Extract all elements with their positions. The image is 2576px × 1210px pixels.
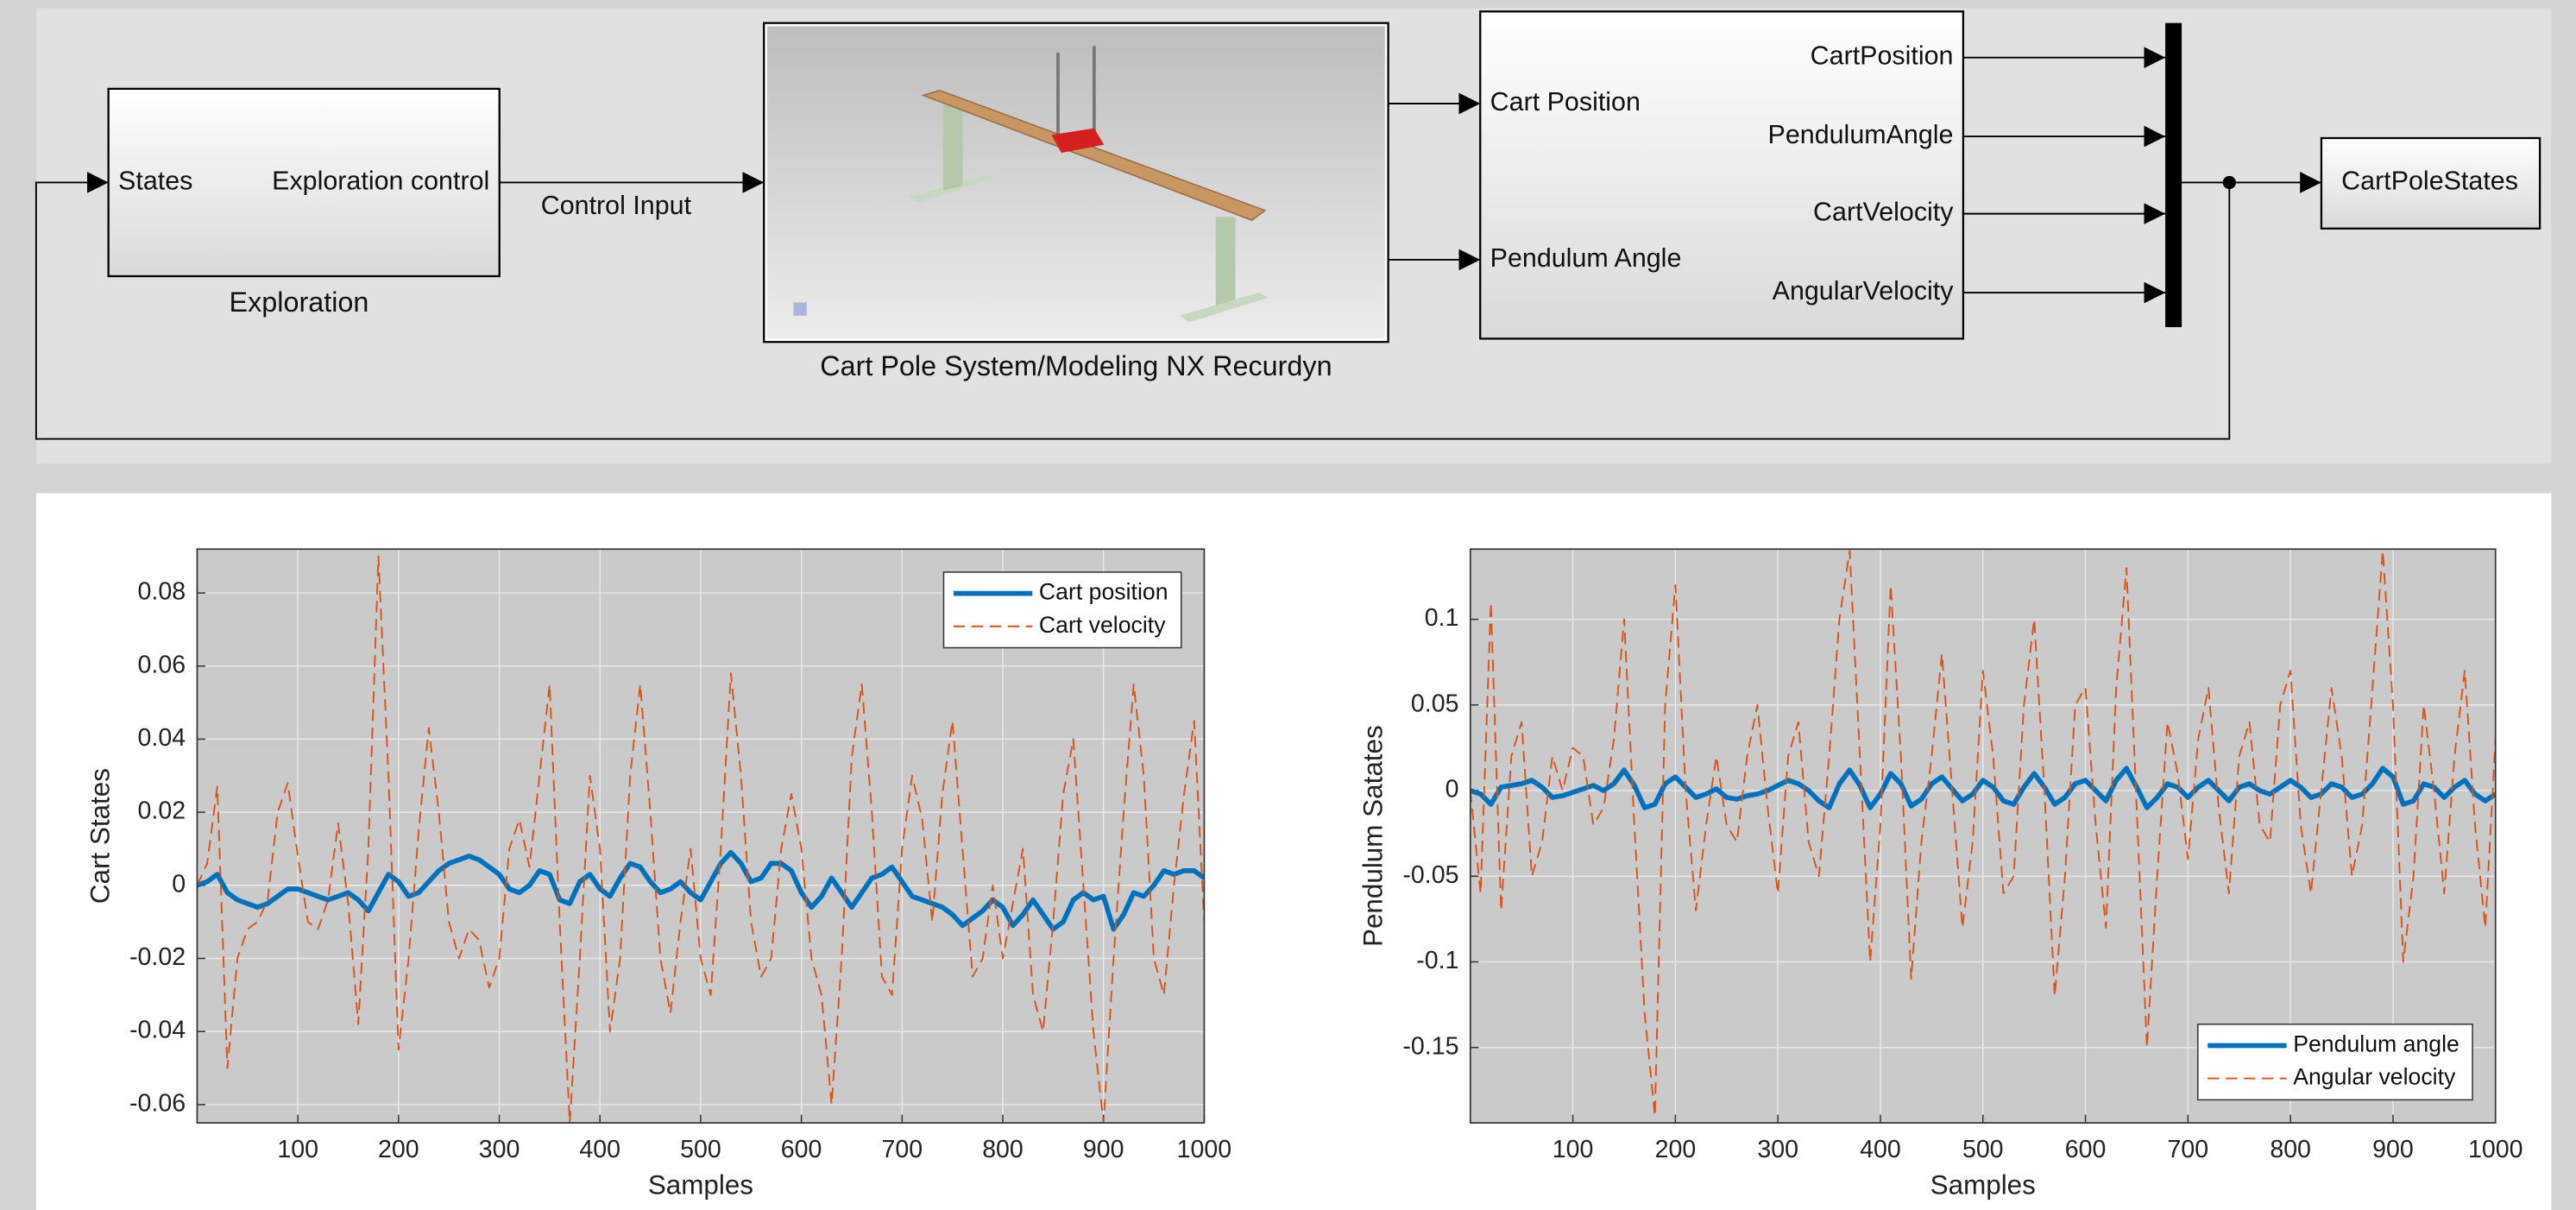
x-tick-label: 700 <box>2168 1136 2209 1163</box>
y-tick-label: 0.1 <box>1425 604 1459 632</box>
port-label: CartVelocity <box>1813 198 1954 227</box>
y-tick-label: 0.02 <box>138 797 186 825</box>
y-axis-label: Pendulum Satates <box>1358 725 1389 947</box>
legend-label: Cart position <box>1039 579 1168 605</box>
port-label: CartPosition <box>1811 41 1954 71</box>
block-name: CartPoleStates <box>2341 166 2518 195</box>
y-tick-label: 0.08 <box>138 578 186 606</box>
y-tick-label: 0 <box>1445 776 1459 804</box>
axis-icon <box>793 303 806 316</box>
x-tick-label: 500 <box>680 1136 721 1163</box>
screen: States Exploration control Exploration C… <box>0 0 2576 1210</box>
y-tick-label: 0.05 <box>1411 690 1459 717</box>
leg <box>943 105 963 191</box>
block-name: Cart Pole System/Modeling NX Recurdyn <box>820 350 1332 381</box>
y-tick-label: 0.04 <box>138 724 186 752</box>
signal-label: Control Input <box>541 191 692 220</box>
x-tick-label: 900 <box>2372 1136 2414 1163</box>
port-label: Cart Position <box>1490 87 1641 117</box>
x-tick-label: 1000 <box>1177 1136 1231 1163</box>
mux-block[interactable] <box>2165 23 2182 327</box>
x-tick-label: 700 <box>882 1136 923 1163</box>
port-label: Pendulum Angle <box>1490 243 1682 273</box>
legend-label: Angular velocity <box>2293 1064 2456 1090</box>
x-tick-label: 600 <box>2065 1136 2107 1163</box>
page: { "diagram": { "exploration": {"name": "… <box>0 0 2576 1210</box>
y-tick-label: 0.06 <box>138 651 186 678</box>
x-tick-label: 300 <box>479 1136 520 1163</box>
y-tick-label: -0.1 <box>1416 947 1458 974</box>
x-tick-label: 800 <box>982 1136 1023 1163</box>
x-tick-label: 400 <box>1860 1136 1901 1163</box>
legend-label: Cart velocity <box>1039 612 1166 638</box>
x-tick-label: 300 <box>1757 1136 1798 1163</box>
x-tick-label: 500 <box>1962 1136 2004 1163</box>
port-label: AngularVelocity <box>1773 276 1955 306</box>
port-label: Exploration control <box>272 166 489 195</box>
port-label: PendulumAngle <box>1768 120 1954 149</box>
x-tick-label: 800 <box>2270 1136 2311 1163</box>
y-tick-label: 0 <box>172 870 186 898</box>
x-tick-label: 900 <box>1083 1136 1124 1163</box>
x-tick-label: 200 <box>1655 1136 1697 1163</box>
x-tick-label: 1000 <box>2468 1136 2522 1163</box>
block-name: Exploration <box>230 287 369 318</box>
x-axis-label: Samples <box>1930 1170 2036 1201</box>
plant-image <box>767 26 1385 338</box>
y-tick-label: -0.06 <box>129 1089 186 1117</box>
x-tick-label: 400 <box>579 1136 620 1163</box>
legend-label: Pendulum angle <box>2293 1031 2459 1057</box>
x-axis-label: Samples <box>648 1170 753 1201</box>
y-tick-label: -0.15 <box>1402 1032 1458 1060</box>
x-tick-label: 100 <box>277 1136 318 1163</box>
y-axis-label: Cart States <box>85 768 115 904</box>
y-tick-label: -0.05 <box>1402 861 1458 889</box>
x-tick-label: 200 <box>378 1136 419 1163</box>
y-tick-label: -0.02 <box>129 943 186 971</box>
branch-point <box>2223 176 2236 189</box>
x-tick-label: 600 <box>781 1136 822 1163</box>
x-tick-label: 100 <box>1553 1136 1594 1163</box>
port-label: States <box>118 166 192 195</box>
leg <box>1216 217 1236 306</box>
y-tick-label: -0.04 <box>129 1017 186 1044</box>
